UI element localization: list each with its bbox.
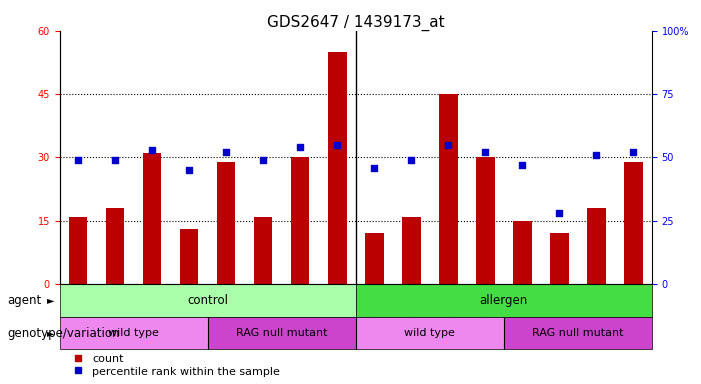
Point <box>406 157 417 163</box>
Point <box>72 157 83 163</box>
Text: RAG null mutant: RAG null mutant <box>532 328 624 338</box>
Point <box>109 157 121 163</box>
Bar <box>504 317 652 349</box>
Text: wild type: wild type <box>404 328 455 338</box>
Point <box>591 152 602 158</box>
Bar <box>355 284 652 317</box>
Text: ►: ► <box>47 295 55 306</box>
Bar <box>355 317 504 349</box>
Bar <box>69 217 88 284</box>
Point <box>443 142 454 148</box>
Bar <box>439 94 458 284</box>
Text: allergen: allergen <box>479 294 528 307</box>
Bar <box>365 233 383 284</box>
Bar <box>60 284 355 317</box>
Legend: count, percentile rank within the sample: count, percentile rank within the sample <box>72 354 280 377</box>
Point <box>147 147 158 153</box>
Text: RAG null mutant: RAG null mutant <box>236 328 327 338</box>
Point <box>628 149 639 156</box>
Text: wild type: wild type <box>108 328 159 338</box>
Bar <box>476 157 495 284</box>
Bar <box>328 52 346 284</box>
Bar <box>513 221 531 284</box>
Text: control: control <box>187 294 228 307</box>
Point <box>221 149 232 156</box>
Point <box>554 210 565 216</box>
Bar <box>624 162 643 284</box>
Bar <box>106 208 124 284</box>
Text: ►: ► <box>47 328 55 338</box>
Point <box>184 167 195 173</box>
Bar <box>587 208 606 284</box>
Point <box>479 149 491 156</box>
Bar <box>291 157 309 284</box>
Text: genotype/variation: genotype/variation <box>7 327 119 339</box>
Bar <box>143 153 161 284</box>
Point <box>369 164 380 170</box>
Bar <box>60 317 207 349</box>
Point <box>332 142 343 148</box>
Point <box>517 162 528 168</box>
Bar <box>180 229 198 284</box>
Bar <box>207 317 355 349</box>
Title: GDS2647 / 1439173_at: GDS2647 / 1439173_at <box>267 15 444 31</box>
Bar <box>402 217 421 284</box>
Bar <box>217 162 236 284</box>
Text: agent: agent <box>7 294 41 307</box>
Bar <box>550 233 569 284</box>
Point <box>294 144 306 151</box>
Bar <box>254 217 273 284</box>
Point <box>257 157 268 163</box>
